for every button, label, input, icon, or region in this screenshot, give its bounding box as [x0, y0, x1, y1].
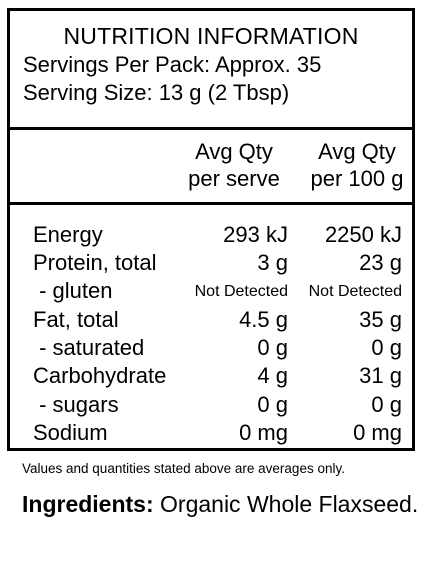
value-per-100g: 0 mg: [353, 420, 402, 445]
panel-title: NUTRITION INFORMATION: [63, 23, 359, 49]
nutrition-panel: NUTRITION INFORMATION Servings Per Pack:…: [7, 8, 415, 451]
value-per-serve: 3 g: [257, 250, 288, 275]
value-per-serve: 0 mg: [239, 420, 288, 445]
value-per-serve: Not Detected: [194, 283, 288, 300]
value-per-100g: 31 g: [359, 363, 402, 388]
serving-size: Serving Size: 13 g (2 Tbsp): [23, 80, 290, 105]
nutrient-label: Protein, total: [33, 250, 157, 275]
value-per-100g: Not Detected: [308, 283, 402, 300]
value-per-serve: 293 kJ: [223, 222, 288, 247]
column-header-line: Avg Qty: [318, 139, 396, 164]
averages-footnote: Values and quantities stated above are a…: [22, 461, 345, 476]
nutrient-row-saturated: - saturated 0 g 0 g: [10, 335, 412, 363]
nutrient-row-protein: Protein, total 3 g 23 g: [10, 250, 412, 278]
nutrient-row-energy: Energy 293 kJ 2250 kJ: [10, 222, 412, 250]
ingredients-statement: Ingredients: Organic Whole Flaxseed.: [22, 491, 422, 518]
ingredients-text: Organic Whole Flaxseed.: [153, 491, 419, 517]
column-header-per-serve: Avg Qty per serve: [178, 138, 290, 192]
value-per-100g: 2250 kJ: [324, 222, 402, 247]
nutrient-row-fat: Fat, total 4.5 g 35 g: [10, 307, 412, 335]
divider-header: [10, 202, 412, 205]
nutrient-label: Energy: [33, 222, 103, 247]
nutrient-row-gluten: - gluten Not Detected Not Detected: [10, 278, 412, 306]
value-per-100g: 35 g: [359, 307, 402, 332]
servings-per-pack: Servings Per Pack: Approx. 35: [23, 52, 322, 77]
nutrient-label: - gluten: [33, 278, 113, 303]
nutrient-row-carbohydrate: Carbohydrate 4 g 31 g: [10, 363, 412, 391]
divider-top: [10, 127, 412, 130]
nutrient-label: Sodium: [33, 420, 108, 445]
column-header-per-100g: Avg Qty per 100 g: [302, 138, 412, 192]
column-header-line: per 100 g: [310, 166, 404, 191]
nutrient-label: - sugars: [33, 392, 119, 417]
value-per-100g: 23 g: [359, 250, 402, 275]
column-header-line: Avg Qty: [195, 139, 273, 164]
value-per-100g: 0 g: [371, 392, 402, 417]
value-per-serve: 0 g: [257, 335, 288, 360]
column-header-line: per serve: [188, 166, 280, 191]
nutrient-row-sugars: - sugars 0 g 0 g: [10, 392, 412, 420]
ingredients-label: Ingredients:: [22, 491, 154, 517]
value-per-serve: 0 g: [257, 392, 288, 417]
nutrient-label: Carbohydrate: [33, 363, 167, 388]
nutrient-label: Fat, total: [33, 307, 119, 332]
nutrient-label: - saturated: [33, 335, 145, 360]
value-per-100g: 0 g: [371, 335, 402, 360]
nutrient-row-sodium: Sodium 0 mg 0 mg: [10, 420, 412, 448]
value-per-serve: 4.5 g: [239, 307, 288, 332]
value-per-serve: 4 g: [257, 363, 288, 388]
